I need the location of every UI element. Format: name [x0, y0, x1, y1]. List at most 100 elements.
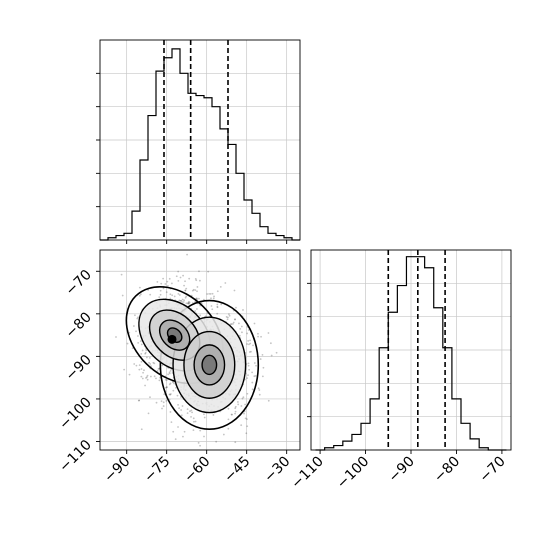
scatter-point	[270, 354, 273, 357]
scatter-point	[161, 364, 164, 367]
scatter-point	[140, 352, 143, 355]
scatter-point	[206, 293, 209, 295]
scatter-point	[253, 362, 256, 364]
scatter-point	[228, 314, 231, 317]
scatter-point	[194, 289, 197, 292]
joint-xtick-label: −90	[101, 454, 133, 486]
scatter-point	[188, 301, 191, 304]
scatter-point	[149, 293, 152, 296]
joint-ytick-label: −100	[56, 394, 95, 433]
right-xtick-label: −100	[334, 454, 373, 493]
scatter-point	[140, 368, 143, 370]
scatter-point	[195, 297, 198, 300]
right-frame	[310, 249, 512, 451]
scatter-point	[165, 379, 168, 382]
scatter-point	[198, 279, 201, 282]
scatter-point	[178, 294, 181, 296]
scatter-point	[186, 253, 188, 256]
scatter-point	[175, 275, 178, 278]
scatter-point	[181, 298, 184, 301]
scatter-point	[145, 349, 148, 352]
scatter-point	[138, 368, 141, 371]
scatter-point	[246, 418, 248, 420]
scatter-point	[234, 412, 236, 415]
scatter-point	[190, 415, 192, 418]
scatter-point	[162, 277, 165, 280]
scatter-point	[147, 412, 150, 415]
scatter-point	[177, 270, 180, 273]
scatter-point	[138, 399, 141, 402]
scatter-point	[186, 412, 189, 415]
scatter-point	[208, 292, 211, 295]
scatter-point	[185, 287, 188, 290]
scatter-point	[181, 301, 184, 303]
scatter-point	[149, 396, 151, 399]
scatter-point	[169, 369, 172, 372]
scatter-point	[137, 335, 139, 337]
scatter-point	[168, 393, 171, 396]
scatter-point	[175, 386, 177, 389]
scatter-point	[138, 364, 141, 366]
scatter-point	[183, 430, 186, 433]
scatter-point	[168, 371, 171, 374]
scatter-point	[148, 361, 150, 364]
scatter-point	[199, 429, 202, 432]
scatter-point	[198, 270, 200, 273]
joint-xtick-label: −60	[181, 454, 213, 486]
scatter-point	[134, 314, 136, 317]
scatter-point	[227, 418, 230, 421]
scatter-point	[190, 409, 193, 412]
scatter-point	[192, 429, 195, 432]
scatter-point	[172, 389, 175, 392]
scatter-point	[195, 308, 198, 310]
scatter-point	[136, 317, 139, 320]
scatter-point	[212, 297, 215, 300]
scatter-point	[160, 282, 163, 285]
scatter-point	[248, 368, 251, 371]
scatter-point	[199, 444, 201, 447]
scatter-point	[140, 428, 143, 431]
scatter-point	[225, 316, 228, 318]
scatter-point	[166, 284, 169, 287]
scatter-point	[247, 374, 249, 377]
scatter-point	[160, 400, 163, 403]
scatter-point	[159, 289, 162, 292]
scatter-point	[169, 382, 172, 385]
scatter-point	[170, 421, 173, 423]
scatter-point	[210, 305, 213, 307]
scatter-point	[240, 405, 243, 407]
scatter-point	[180, 299, 183, 302]
scatter-point	[211, 292, 214, 295]
scatter-point	[173, 382, 175, 385]
scatter-point	[170, 282, 173, 285]
scatter-point	[178, 299, 181, 302]
scatter-point	[238, 322, 240, 325]
scatter-point	[169, 411, 172, 413]
scatter-point	[251, 381, 254, 384]
scatter-point	[260, 335, 262, 338]
scatter-point	[236, 401, 239, 403]
scatter-point	[168, 277, 171, 280]
scatter-point	[115, 336, 117, 338]
scatter-point	[249, 339, 251, 342]
scatter-point	[257, 335, 259, 338]
scatter-point	[159, 293, 162, 296]
scatter-point	[234, 405, 237, 408]
scatter-point	[216, 306, 219, 309]
scatter-point	[139, 340, 142, 342]
scatter-point	[192, 288, 195, 291]
scatter-point	[191, 411, 193, 414]
scatter-point	[178, 407, 180, 410]
scatter-point	[121, 294, 124, 297]
scatter-point	[128, 373, 131, 376]
scatter-point	[210, 297, 212, 300]
scatter-point	[227, 407, 230, 410]
scatter-point	[219, 286, 222, 288]
scatter-point	[156, 370, 159, 372]
scatter-point	[149, 375, 152, 378]
scatter-point	[177, 293, 180, 295]
scatter-point	[133, 363, 136, 365]
scatter-point	[234, 410, 237, 413]
scatter-point	[211, 308, 214, 311]
scatter-point	[199, 314, 202, 317]
